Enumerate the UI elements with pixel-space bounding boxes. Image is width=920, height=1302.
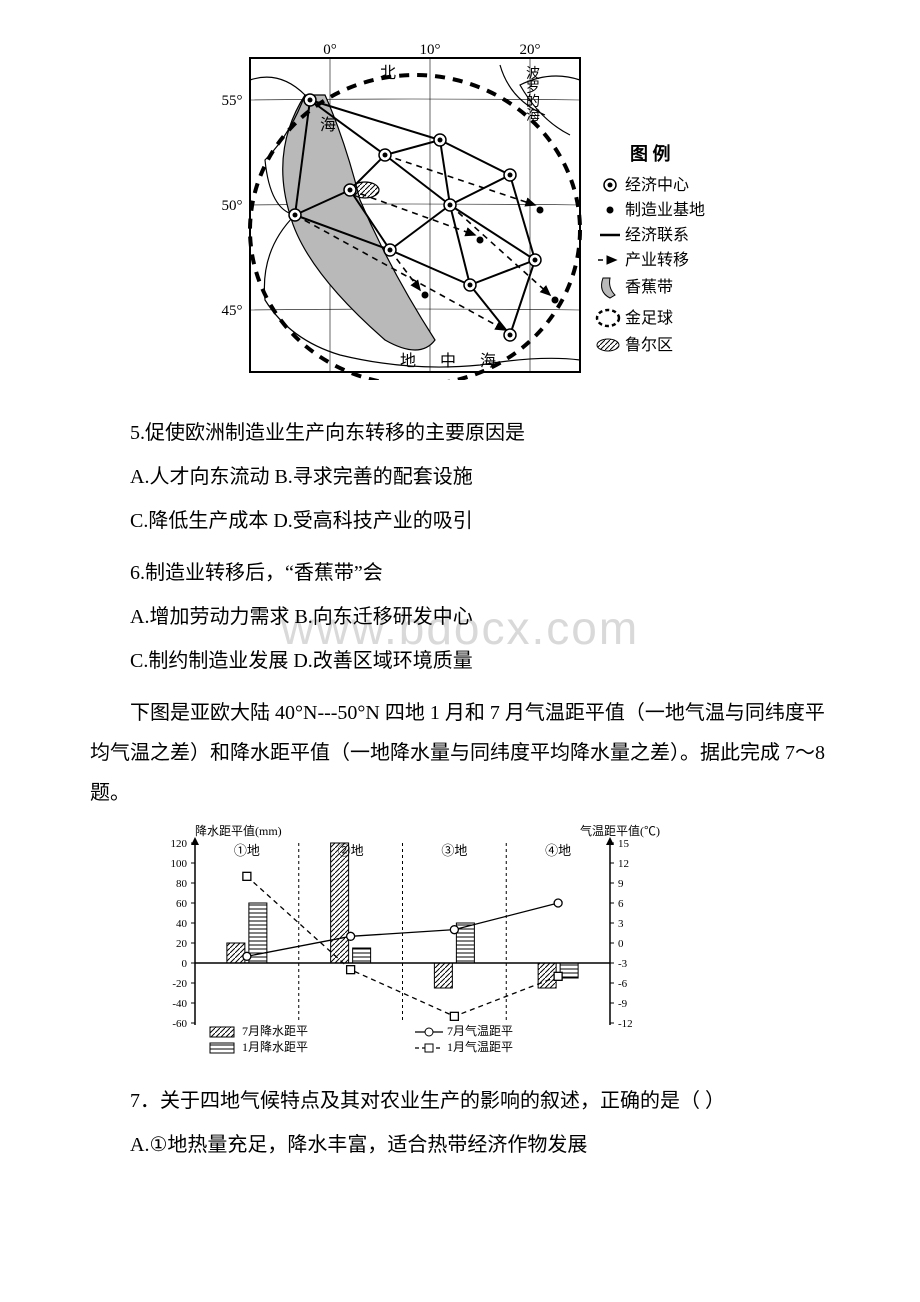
svg-text:100: 100 <box>171 858 188 870</box>
legend-ind-shift: 产业转移 <box>625 251 689 269</box>
svg-text:④地: ④地 <box>545 843 571 858</box>
question-7: 7．关于四地气候特点及其对农业生产的影响的叙述，正确的是（ ） A.①地热量充足… <box>90 1081 830 1165</box>
svg-text:-6: -6 <box>618 978 628 990</box>
svg-text:-60: -60 <box>172 1018 187 1030</box>
svg-text:③地: ③地 <box>441 843 467 858</box>
lon-label-1: 10° <box>420 42 441 58</box>
svg-text:1月降水距平: 1月降水距平 <box>242 1040 308 1054</box>
label-med3: 海 <box>480 352 496 370</box>
q7-optA: A.①地热量充足，降水丰富，适合热带经济作物发展 <box>90 1125 830 1165</box>
map-legend: 图 例 经济中心 制造业基地 经济联系 产业转移 香蕉带 金足球 鲁尔区 <box>597 143 705 354</box>
lat-label-1: 50° <box>222 198 243 214</box>
svg-text:9: 9 <box>618 878 624 890</box>
svg-text:1月气温距平: 1月气温距平 <box>447 1039 513 1054</box>
svg-text:0: 0 <box>618 938 624 950</box>
label-med2: 中 <box>440 352 456 370</box>
q7-stem: 7．关于四地气候特点及其对农业生产的影响的叙述，正确的是（ ） <box>90 1081 830 1121</box>
q5-optC: C.降低生产成本 <box>130 510 268 532</box>
legend-mfg-base: 制造业基地 <box>625 201 705 219</box>
svg-text:-12: -12 <box>618 1018 633 1030</box>
chart-plot-area: 120 100 80 60 40 20 0 -20 -40 -60 15 12 9 6 3 0 -3 -6 -9 -1… <box>171 837 633 1054</box>
svg-text:60: 60 <box>176 898 188 910</box>
svg-text:-9: -9 <box>618 998 628 1010</box>
q6-optB: B.向东迁移研发中心 <box>294 606 472 628</box>
lon-label-2: 20° <box>520 42 541 58</box>
q6-row2: C.制约制造业发展 D.改善区域环境质量 <box>90 641 830 681</box>
svg-text:12: 12 <box>618 858 629 870</box>
svg-text:6: 6 <box>618 898 624 910</box>
svg-text:20: 20 <box>176 938 188 950</box>
q6-optD: D.改善区域环境质量 <box>293 650 472 672</box>
svg-text:7月降水距平: 7月降水距平 <box>242 1024 308 1038</box>
svg-text:7月气温距平: 7月气温距平 <box>447 1023 513 1038</box>
svg-text:80: 80 <box>176 878 188 890</box>
question-5: 5.促使欧洲制造业生产向东转移的主要原因是 A.人才向东流动 B.寻求完善的配套… <box>90 413 830 541</box>
q6-row1: A.增加劳动力需求 B.向东迁移研发中心 <box>90 597 830 637</box>
q5-stem: 5.促使欧洲制造业生产向东转移的主要原因是 <box>90 413 830 453</box>
legend-title: 图 例 <box>630 143 671 164</box>
svg-text:15: 15 <box>618 838 630 850</box>
svg-text:40: 40 <box>176 918 188 930</box>
passage-7-8: 下图是亚欧大陆 40°N---50°N 四地 1 月和 7 月气温距平值（一地气… <box>90 693 830 813</box>
lat-label-0: 55° <box>222 93 243 109</box>
label-north: 北 <box>380 64 396 82</box>
q5-row1: A.人才向东流动 B.寻求完善的配套设施 <box>90 457 830 497</box>
y-right-label: 气温距平值(℃) <box>580 823 660 838</box>
legend-econ-link: 经济联系 <box>625 226 689 244</box>
label-baltic: 波罗的海 <box>526 66 540 124</box>
q5-optD: D.受高科技产业的吸引 <box>273 510 472 532</box>
q6-stem: 6.制造业转移后，“香蕉带”会 <box>90 553 830 593</box>
svg-text:-40: -40 <box>172 998 187 1010</box>
svg-text:-20: -20 <box>172 978 187 990</box>
svg-text:-3: -3 <box>618 958 628 970</box>
legend-ruhr: 鲁尔区 <box>625 336 673 354</box>
label-sea1: 海 <box>320 116 336 134</box>
svg-text:120: 120 <box>171 838 188 850</box>
q5-optB: B.寻求完善的配套设施 <box>274 466 472 488</box>
legend-econ-center: 经济中心 <box>625 176 689 194</box>
legend-banana: 香蕉带 <box>625 278 673 296</box>
q6-optA: A.增加劳动力需求 <box>130 606 289 628</box>
y-left-label: 降水距平值(mm) <box>195 823 282 838</box>
svg-text:0: 0 <box>182 958 188 970</box>
lat-label-2: 45° <box>222 303 243 319</box>
question-6: 6.制造业转移后，“香蕉带”会 A.增加劳动力需求 B.向东迁移研发中心 C.制… <box>90 553 830 681</box>
q5-row2: C.降低生产成本 D.受高科技产业的吸引 <box>90 501 830 541</box>
q6-optC: C.制约制造业发展 <box>130 650 288 672</box>
svg-text:3: 3 <box>618 918 624 930</box>
figure-climate-chart: 降水距平值(mm) 气温距平值(℃) 120100806040200-20-40… <box>140 823 830 1063</box>
q5-optA: A.人才向东流动 <box>130 466 269 488</box>
figure-europe-map: 0° 10° 20° 55° 50° 45° 北 海 波罗的海 地 中 海 图 … <box>90 40 830 385</box>
lon-label-0: 0° <box>323 42 337 58</box>
svg-text:①地: ①地 <box>234 843 260 858</box>
label-med1: 地 <box>400 352 416 370</box>
legend-football: 金足球 <box>625 309 673 327</box>
